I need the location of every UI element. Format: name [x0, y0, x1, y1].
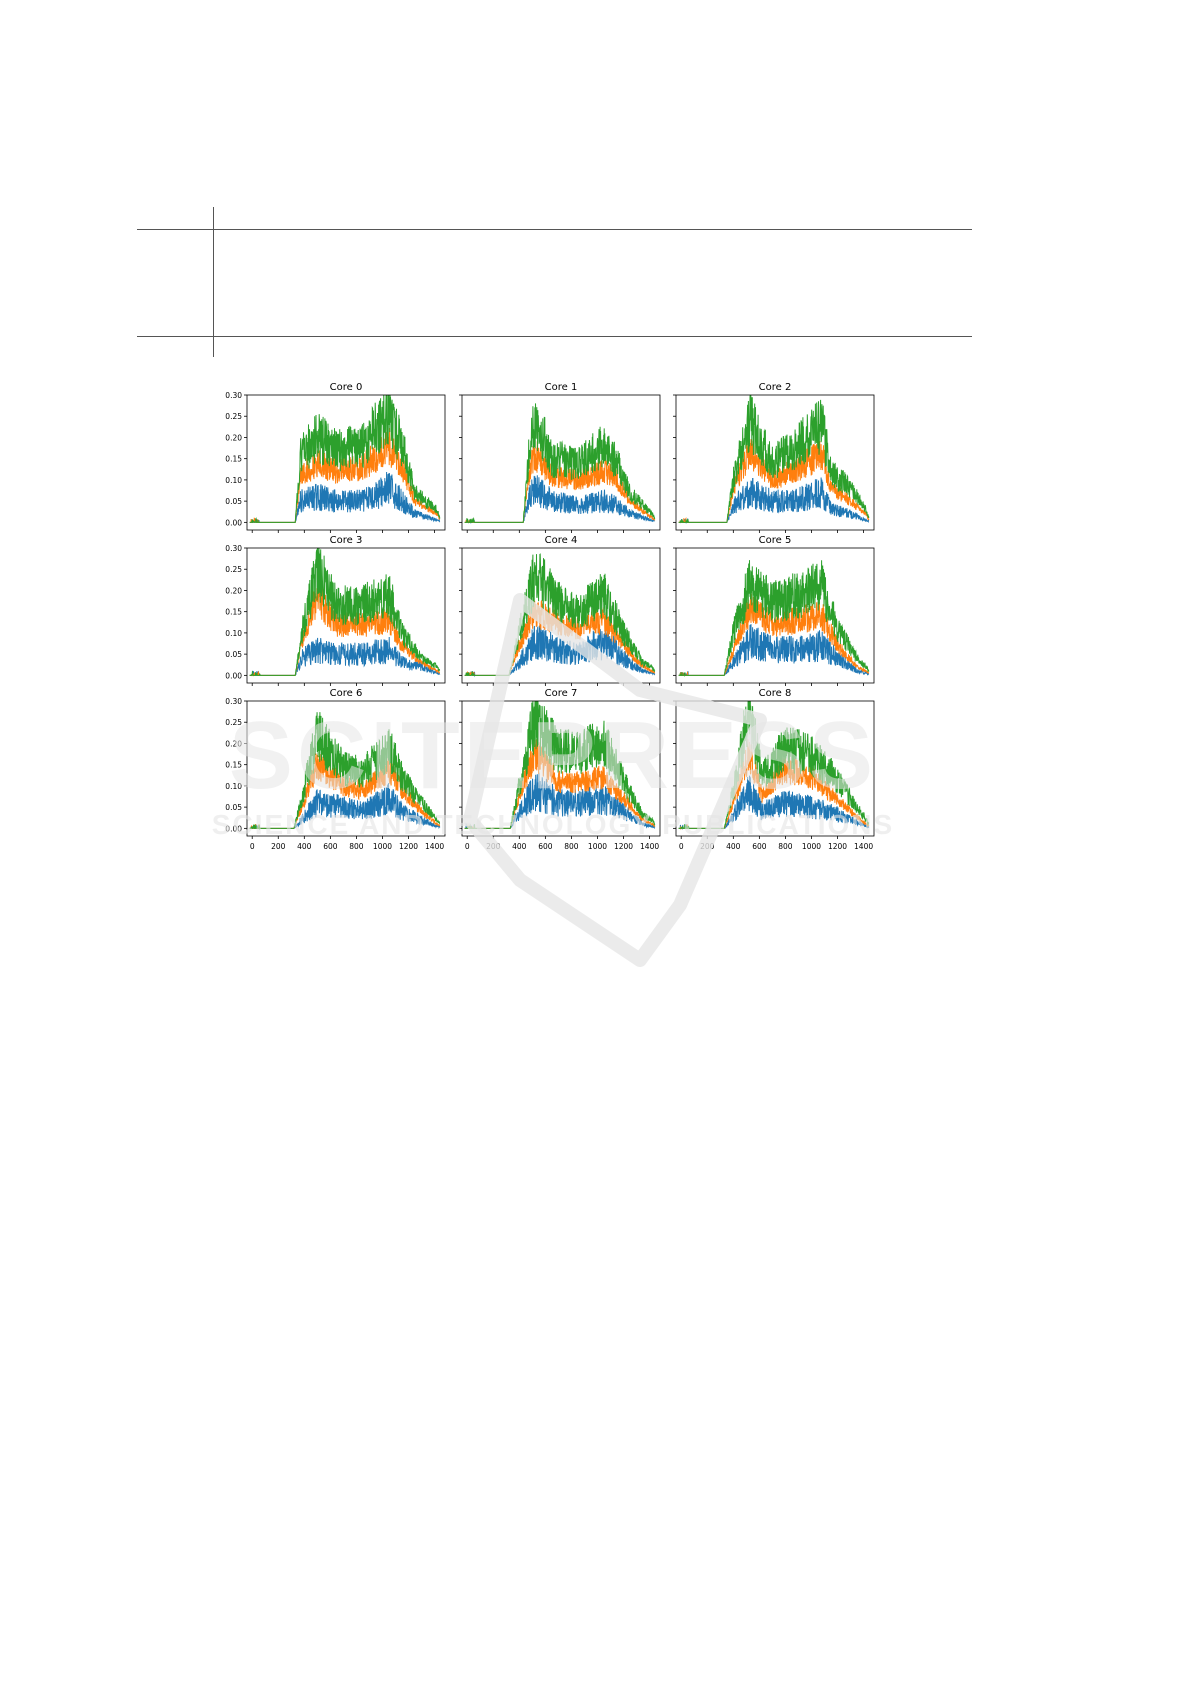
y-tick-label: 0.25	[225, 412, 242, 421]
y-tick-label: 0.15	[225, 608, 242, 617]
y-tick-label: 0.25	[225, 565, 242, 574]
series-green	[249, 712, 441, 831]
top-rule	[137, 229, 972, 230]
subplot-title: Core 1	[545, 382, 578, 393]
y-tick-label: 0.05	[225, 497, 242, 506]
x-tick-label: 800	[778, 842, 793, 851]
y-tick-label: 0.10	[225, 782, 242, 791]
vertical-rule	[213, 207, 214, 357]
y-tick-label: 0.15	[225, 455, 242, 464]
subplot-title: Core 2	[759, 382, 792, 393]
subplot-core-1: Core 1	[459, 382, 661, 533]
x-tick-label: 1200	[614, 842, 633, 851]
y-tick-label: 0.20	[225, 739, 242, 748]
bottom-rule	[137, 336, 972, 337]
subplot-title: Core 7	[545, 688, 578, 699]
x-tick-label: 400	[297, 842, 312, 851]
y-tick-label: 0.15	[225, 761, 242, 770]
subplot-frame	[246, 700, 446, 837]
x-tick-label: 400	[726, 842, 741, 851]
y-tick-label: 0.00	[225, 824, 242, 833]
x-tick-label: 800	[564, 842, 579, 851]
subplot-frame	[246, 547, 446, 684]
subplot-core-5: Core 5	[673, 535, 875, 686]
x-tick-label: 800	[349, 842, 364, 851]
subplot-core-4: Core 4	[459, 535, 661, 686]
subplot-frame	[461, 394, 661, 531]
x-tick-label: 1000	[802, 842, 821, 851]
subplot-title: Core 3	[330, 535, 363, 546]
x-tick-label: 1000	[588, 842, 607, 851]
subplot-title: Core 5	[759, 535, 792, 546]
x-tick-label: 1200	[828, 842, 847, 851]
x-tick-label: 1400	[854, 842, 873, 851]
x-tick-label: 1400	[425, 842, 444, 851]
y-tick-label: 0.20	[225, 586, 242, 595]
subplot-core-0: Core 0 0.00 0.05 0.10 0.15 0.20 0.25 0.30	[225, 382, 446, 533]
y-tick-label: 0.30	[225, 391, 242, 400]
subplot-core-7: Core 7 0 200 400 600 800 1000 1200 1400	[459, 688, 661, 851]
y-tick-label: 0.00	[225, 671, 242, 680]
x-tick-label: 600	[752, 842, 767, 851]
series-green	[249, 548, 441, 676]
subplot-core-3: Core 3 0.00 0.05 0.10 0.15 0.20 0.25 0.30	[225, 535, 446, 686]
subplot-core-6: Core 6 0.00 0.05 0.10 0.15 0.20 0.25 0.30 0 200 40…	[225, 688, 446, 851]
x-tick-label: 200	[271, 842, 286, 851]
x-tick-label: 0	[679, 842, 684, 851]
y-tick-label: 0.10	[225, 629, 242, 638]
y-tick-label: 0.25	[225, 718, 242, 727]
y-tick-label: 0.05	[225, 650, 242, 659]
x-tick-label: 1200	[399, 842, 418, 851]
subplot-title: Core 4	[545, 535, 578, 546]
x-tick-label: 1400	[640, 842, 659, 851]
subplot-frame	[246, 394, 446, 531]
x-tick-label: 600	[323, 842, 338, 851]
subplot-frame	[675, 394, 875, 531]
subplot-title: Core 6	[330, 688, 363, 699]
x-tick-label: 0	[250, 842, 255, 851]
subplot-core-2: Core 2	[673, 382, 875, 533]
y-tick-label: 0.30	[225, 697, 242, 706]
x-tick-label: 600	[538, 842, 553, 851]
y-tick-label: 0.30	[225, 544, 242, 553]
subplot-title: Core 8	[759, 688, 792, 699]
x-tick-label: 200	[486, 842, 501, 851]
x-tick-label: 400	[512, 842, 527, 851]
series-green	[678, 395, 870, 523]
x-tick-label: 1000	[373, 842, 392, 851]
subplot-core-8: Core 8 0 200 400 600 800 1000 1200 1400	[673, 688, 875, 851]
x-tick-label: 0	[465, 842, 470, 851]
series-green	[464, 403, 656, 523]
y-tick-label: 0.00	[225, 518, 242, 527]
x-tick-label: 200	[700, 842, 715, 851]
series-green	[249, 395, 441, 524]
y-tick-label: 0.20	[225, 433, 242, 442]
y-tick-label: 0.05	[225, 803, 242, 812]
subplot-title: Core 0	[330, 382, 363, 393]
y-tick-label: 0.10	[225, 476, 242, 485]
